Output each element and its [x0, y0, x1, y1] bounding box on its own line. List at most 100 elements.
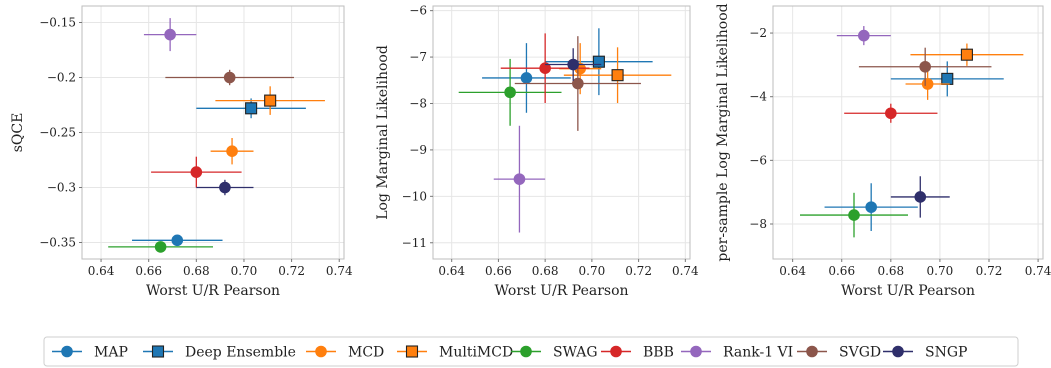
y-tick-label: −2: [749, 26, 767, 40]
point-swag: [458, 58, 562, 126]
legend-label: SNGP: [925, 345, 967, 361]
point-map: [132, 234, 223, 247]
marker-bbb: [190, 166, 203, 178]
marker-bbb: [885, 107, 897, 120]
point-multimcd: [563, 47, 672, 104]
legend-marker-swag: [520, 345, 532, 358]
legend-item-swag: SWAG: [511, 345, 598, 361]
y-tick-label: −0.25: [39, 126, 76, 140]
subplot-per-sample-log-marginal-likelihood: 0.64 0.66 0.68 0.70 0.72 0.74 −8 −6 −4 −2 Worst U/…: [715, 3, 1051, 299]
marker-deep-ensemble: [941, 72, 954, 85]
y-tick-label: −6: [409, 4, 427, 18]
y-tick-label: −10: [402, 189, 427, 203]
legend-marker-bbb: [610, 345, 622, 358]
x-axis-label: Worst U/R Pearson: [146, 283, 280, 299]
x-tick-label: 0.72: [976, 264, 1003, 278]
y-tick-label: −0.3: [47, 181, 76, 195]
marker-swag: [504, 86, 516, 99]
y-tick-label: −8: [749, 217, 767, 231]
marker-svgd: [223, 71, 236, 84]
marker-sngp: [567, 58, 579, 71]
y-tick-label: −8: [409, 96, 427, 110]
marker-map: [865, 201, 877, 213]
point-rank-1-vi: [493, 125, 546, 233]
marker-mcd: [226, 145, 238, 157]
marker-rank-1-vi: [164, 28, 176, 41]
point-swag: [800, 192, 908, 238]
marker-mcd: [921, 78, 934, 90]
point-bbb: [151, 156, 242, 188]
x-tick-label: 0.66: [828, 264, 855, 278]
x-tick-label: 0.74: [672, 264, 699, 278]
marker-deep-ensemble: [592, 55, 605, 68]
point-map: [824, 183, 918, 231]
point-mcd: [210, 138, 254, 165]
legend-marker-multimcd: [405, 345, 419, 358]
legend-label: BBB: [643, 345, 674, 361]
x-tick-label: 0.74: [326, 264, 353, 278]
marker-map: [171, 234, 184, 247]
legend-item-svgd: SVGD: [797, 345, 881, 361]
point-sngp: [890, 176, 950, 218]
x-tick-label: 0.70: [579, 264, 606, 278]
x-tick-label: 0.64: [779, 264, 806, 278]
marker-sngp: [219, 181, 231, 194]
marker-multimcd: [611, 69, 624, 82]
legend-marker-sngp: [892, 345, 904, 358]
legend-marker-svgd: [806, 345, 818, 358]
legend-label: Rank-1 VI: [723, 345, 793, 361]
marker-bbb: [539, 62, 551, 75]
point-swag: [108, 241, 213, 253]
marker-rank-1-vi: [513, 173, 526, 185]
y-tick-label: −0.15: [39, 16, 76, 30]
x-tick-label: 0.66: [485, 264, 512, 278]
point-bbb: [844, 103, 938, 123]
point-svgd: [514, 36, 641, 131]
x-tick-label: 0.74: [1025, 264, 1051, 278]
marker-multimcd: [264, 94, 277, 107]
marker-swag: [154, 241, 167, 253]
marker-multimcd: [960, 48, 973, 61]
plot-frame: [432, 5, 691, 260]
point-deep-ensemble: [545, 28, 653, 96]
x-tick-label: 0.70: [231, 264, 258, 278]
legend-item-bbb: BBB: [601, 345, 674, 361]
y-tick-label: −11: [402, 236, 427, 250]
x-tick-label: 0.64: [438, 264, 465, 278]
legend-item-rank-1-vi: Rank-1 VI: [681, 345, 793, 361]
legend-item-map: MAP: [52, 345, 128, 361]
x-tick-label: 0.66: [135, 264, 162, 278]
y-axis-label: Log Marginal Likelihood: [375, 45, 391, 220]
point-sngp: [196, 179, 254, 196]
x-tick-label: 0.68: [183, 264, 210, 278]
legend-item-multimcd: MultiMCD: [397, 345, 513, 361]
legend-marker-rank-1-vi: [690, 345, 702, 358]
legend-marker-map: [61, 345, 73, 358]
point-multimcd: [215, 86, 325, 115]
point-sngp: [545, 48, 602, 81]
legend-item-deep-ensemble: Deep Ensemble: [143, 345, 296, 361]
x-axis-label: Worst U/R Pearson: [494, 283, 628, 299]
legend-marker-deep-ensemble: [151, 345, 165, 358]
legend-label: MCD: [348, 345, 384, 361]
marker-rank-1-vi: [858, 29, 870, 42]
legend-label: MAP: [94, 345, 128, 361]
point-svgd: [858, 47, 992, 86]
x-tick-label: 0.68: [877, 264, 904, 278]
subplot-sqce: 0.64 0.66 0.68 0.70 0.72 0.74 −0.35 −0.3 −0.25 −0…: [10, 5, 353, 299]
subplot-log-marginal-likelihood: 0.64 0.66 0.68 0.70 0.72 0.74 −11 −10 −9 −8 −7 −6 Wo…: [375, 4, 699, 299]
legend-label: MultiMCD: [439, 345, 513, 361]
marker-svgd: [572, 77, 584, 90]
legend-label: Deep Ensemble: [185, 345, 296, 361]
marker-swag: [848, 209, 860, 221]
legend-item-sngp: SNGP: [883, 345, 967, 361]
point-map: [482, 43, 571, 113]
marker-deep-ensemble: [245, 102, 258, 115]
y-tick-label: −7: [409, 50, 427, 64]
point-rank-1-vi: [836, 26, 891, 46]
x-tick-label: 0.68: [532, 264, 559, 278]
y-tick-label: −0.35: [39, 236, 76, 250]
y-tick-label: −0.2: [47, 71, 76, 85]
marker-map: [520, 72, 533, 84]
